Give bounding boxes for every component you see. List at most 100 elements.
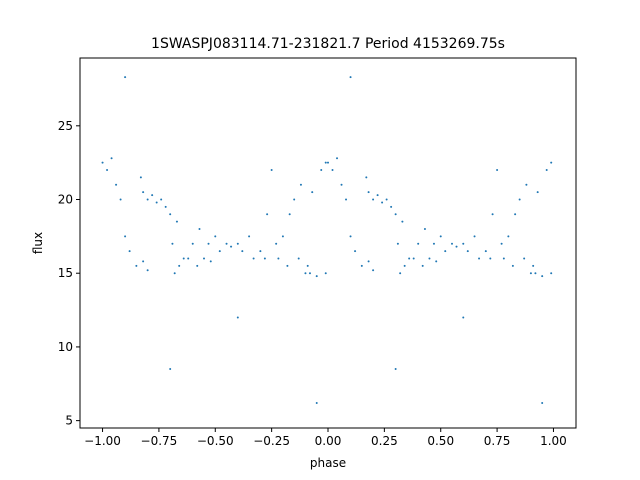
data-point: [518, 198, 521, 201]
data-point: [423, 227, 426, 230]
data-point: [169, 368, 172, 371]
data-point: [514, 213, 517, 216]
data-point: [390, 205, 393, 208]
data-point: [365, 176, 368, 179]
data-point: [236, 242, 239, 245]
data-point: [198, 227, 201, 230]
data-point: [340, 183, 343, 186]
data-point: [281, 235, 284, 238]
data-point: [320, 169, 323, 172]
data-point: [324, 161, 327, 164]
data-point: [164, 205, 167, 208]
x-tick-label: 0.00: [315, 434, 342, 448]
data-point: [308, 272, 311, 275]
data-point: [372, 269, 375, 272]
data-point: [146, 198, 149, 201]
data-point: [523, 257, 526, 260]
data-point: [529, 272, 532, 275]
data-point: [196, 264, 199, 267]
x-tick-label: 0.75: [484, 434, 511, 448]
data-point: [473, 235, 476, 238]
x-tick-label: 0.25: [371, 434, 398, 448]
data-point: [119, 198, 122, 201]
x-axis-label: phase: [310, 456, 346, 470]
data-point: [462, 242, 465, 245]
data-point: [155, 201, 158, 204]
data-point: [349, 76, 352, 79]
data-point: [182, 257, 185, 260]
data-point: [327, 161, 329, 164]
data-point: [525, 183, 528, 186]
data-point: [331, 169, 334, 172]
data-point: [263, 257, 266, 260]
data-point: [444, 250, 447, 253]
data-point: [421, 264, 424, 267]
data-point: [299, 183, 302, 186]
data-point: [500, 242, 503, 245]
data-point: [360, 264, 363, 267]
data-point: [101, 161, 104, 164]
data-point: [496, 169, 499, 172]
data-point: [218, 250, 221, 253]
data-point: [403, 264, 406, 267]
x-tick-label: −0.75: [141, 434, 178, 448]
data-point: [241, 250, 244, 253]
data-point: [270, 169, 273, 172]
data-point: [306, 264, 309, 267]
data-point: [376, 194, 379, 197]
data-point: [455, 245, 458, 248]
data-point: [511, 264, 514, 267]
data-point: [545, 169, 548, 172]
data-point: [367, 260, 370, 263]
data-point: [187, 257, 190, 260]
data-point: [277, 257, 280, 260]
data-point: [175, 220, 178, 223]
y-axis-label: flux: [31, 232, 45, 254]
data-point: [173, 272, 176, 275]
data-point: [396, 242, 399, 245]
data-point: [106, 169, 109, 172]
y-tick-label: 25: [58, 119, 73, 133]
data-point: [151, 194, 154, 197]
data-point: [146, 269, 149, 272]
data-point: [478, 257, 481, 260]
data-point: [115, 183, 118, 186]
data-point: [372, 198, 375, 201]
data-point: [432, 242, 435, 245]
data-point: [297, 257, 300, 260]
data-point: [349, 235, 352, 238]
data-point: [532, 264, 535, 267]
data-point: [367, 191, 370, 194]
data-point: [536, 191, 539, 194]
data-point: [466, 250, 469, 253]
data-point: [336, 157, 339, 160]
data-point: [288, 213, 291, 216]
data-point: [124, 235, 127, 238]
x-tick-label: 0.50: [427, 434, 454, 448]
data-point: [491, 213, 494, 216]
data-point: [345, 198, 348, 201]
data-point: [171, 242, 174, 245]
data-point: [507, 235, 510, 238]
data-point: [225, 242, 228, 245]
data-point: [439, 235, 442, 238]
data-point: [451, 242, 453, 245]
data-point: [412, 257, 415, 260]
data-point: [408, 257, 411, 260]
data-point: [160, 198, 163, 201]
y-tick-label: 15: [58, 266, 73, 280]
data-point: [381, 201, 384, 204]
y-tick-label: 10: [58, 340, 73, 354]
y-tick-label: 20: [58, 193, 73, 207]
data-point: [124, 76, 127, 79]
data-point: [139, 176, 142, 179]
data-point: [311, 191, 314, 194]
data-point: [207, 242, 210, 245]
data-point: [550, 161, 553, 164]
data-point: [214, 235, 217, 238]
data-point: [502, 257, 505, 260]
data-point: [203, 257, 205, 260]
data-point: [259, 250, 262, 253]
data-point: [394, 213, 397, 216]
